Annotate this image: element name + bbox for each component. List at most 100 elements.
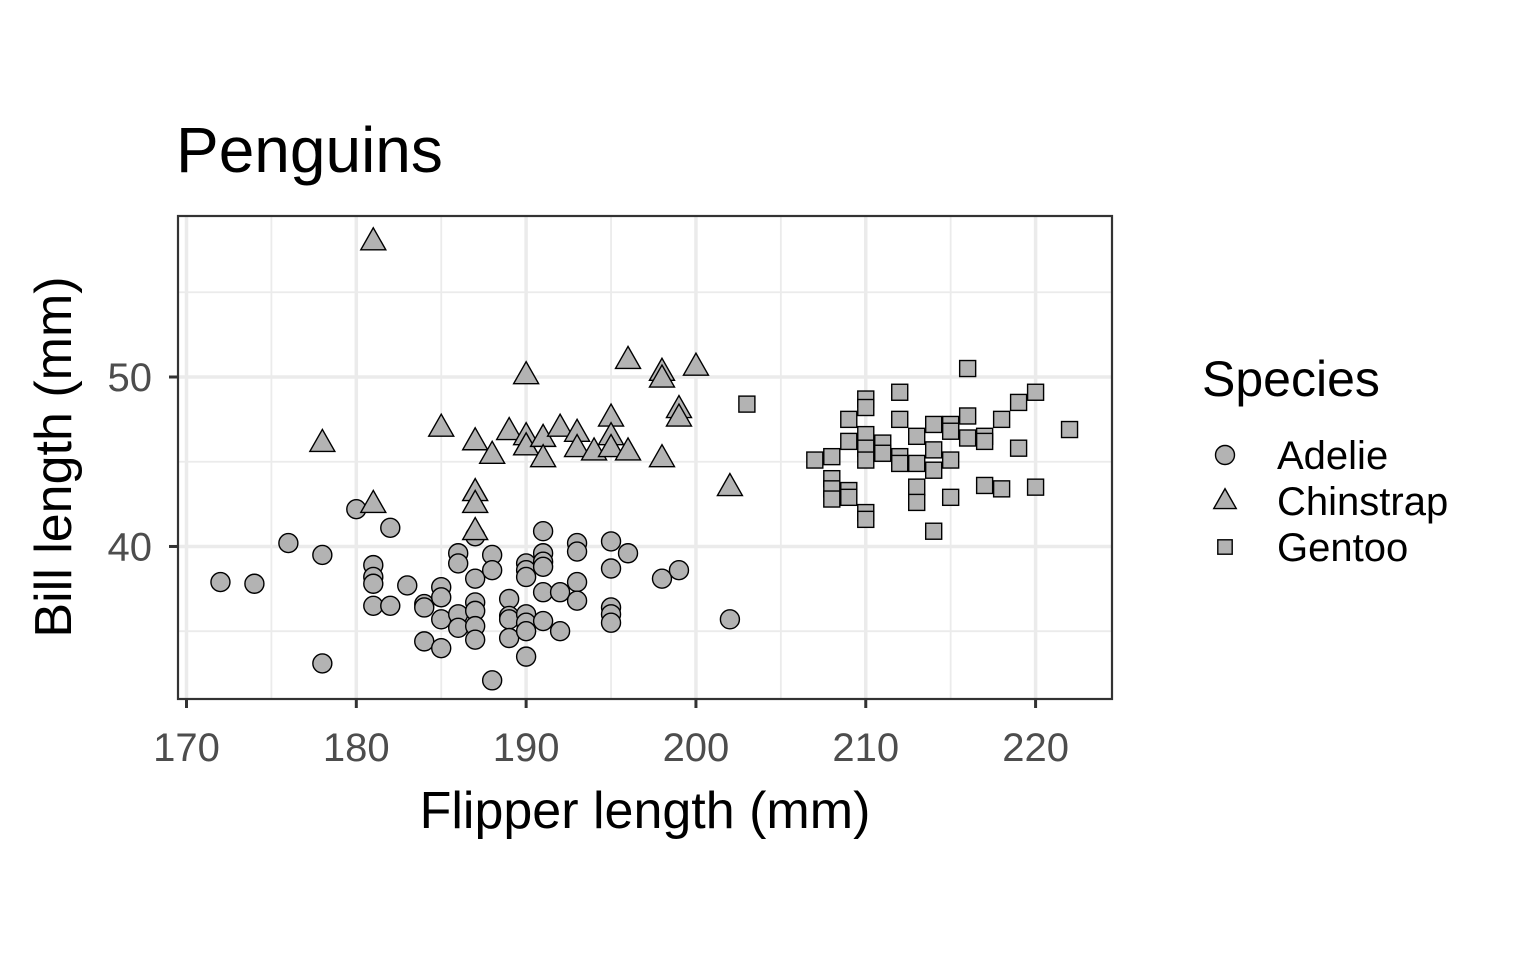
legend-label: Chinstrap — [1277, 480, 1448, 524]
data-point — [719, 609, 741, 630]
data-point — [874, 444, 892, 462]
data-point — [648, 443, 676, 468]
data-point — [1009, 393, 1028, 412]
data-point — [840, 488, 858, 507]
data-point — [563, 433, 591, 458]
data-point — [461, 489, 489, 514]
series-gentoo — [738, 359, 1079, 540]
data-point — [448, 617, 469, 639]
y-tick-label: 50 — [108, 356, 153, 400]
plot-panel — [176, 214, 1114, 701]
data-point — [532, 610, 554, 632]
series-adelie — [210, 498, 741, 691]
data-point — [958, 359, 977, 378]
data-point — [1026, 478, 1045, 496]
data-point — [924, 461, 943, 479]
data-point — [648, 363, 676, 388]
data-point — [924, 522, 943, 540]
data-point — [431, 587, 452, 608]
data-point — [461, 516, 489, 541]
data-point — [651, 568, 673, 589]
x-axis-title: Flipper length (mm) — [420, 782, 871, 840]
data-point — [908, 493, 926, 512]
data-point — [532, 556, 554, 578]
legend-key-adelie — [1214, 444, 1236, 466]
chart-title: Penguins — [176, 114, 443, 186]
data-point — [478, 439, 506, 465]
data-point — [992, 410, 1011, 429]
data-point — [532, 582, 554, 603]
data-point — [566, 541, 588, 562]
data-point — [495, 416, 523, 441]
data-point — [891, 383, 909, 401]
data-point — [941, 488, 960, 507]
data-point — [498, 627, 520, 649]
data-point — [617, 543, 639, 564]
data-point — [614, 344, 642, 370]
data-point — [414, 597, 435, 618]
legend-label: Gentoo — [1277, 526, 1408, 570]
data-point — [806, 451, 824, 469]
data-point — [515, 566, 537, 588]
data-point — [992, 480, 1011, 498]
axis-ticks: 170 180 190 200 210 220 40 50 — [108, 356, 1069, 770]
data-point — [308, 428, 337, 453]
data-point — [682, 351, 710, 376]
data-point — [278, 532, 299, 554]
data-point — [549, 621, 571, 642]
data-point — [312, 653, 333, 674]
data-point — [210, 571, 231, 593]
x-tick-label: 170 — [153, 726, 220, 770]
data-point — [665, 402, 693, 427]
x-tick-label: 200 — [663, 726, 730, 770]
data-point — [924, 415, 943, 434]
data-point — [431, 637, 452, 659]
legend-key-gentoo — [1217, 539, 1233, 555]
data-point — [481, 670, 503, 691]
data-point — [1026, 383, 1045, 401]
data-point — [244, 573, 265, 594]
x-tick-label: 210 — [832, 726, 899, 770]
data-point — [908, 478, 926, 496]
data-point — [857, 398, 875, 417]
data-point — [359, 489, 387, 514]
data-point — [549, 582, 571, 603]
data-point — [908, 427, 926, 446]
data-point — [427, 412, 455, 437]
data-point — [891, 454, 909, 473]
y-axis-title: Bill length (mm) — [25, 276, 83, 637]
data-point — [414, 631, 435, 652]
data-point — [380, 595, 401, 616]
data-point — [597, 433, 625, 458]
data-point — [600, 612, 622, 633]
data-point — [738, 395, 756, 413]
data-point — [1060, 420, 1079, 439]
data-point — [668, 560, 690, 581]
data-point — [908, 454, 926, 473]
data-point — [1009, 439, 1028, 457]
data-point — [546, 412, 574, 437]
data-point — [958, 429, 977, 447]
data-point — [975, 432, 994, 451]
data-point — [823, 490, 841, 508]
data-point — [312, 544, 333, 566]
x-tick-label: 190 — [493, 726, 560, 770]
data-point — [958, 407, 977, 425]
data-point — [380, 517, 401, 539]
x-tick-label: 220 — [1002, 726, 1069, 770]
data-point — [498, 588, 520, 610]
legend-label: Adelie — [1277, 434, 1388, 478]
data-point — [600, 558, 622, 579]
data-point — [515, 646, 537, 667]
data-point — [600, 531, 622, 552]
data-point — [363, 573, 384, 594]
x-tick-label: 180 — [323, 726, 390, 770]
data-point — [566, 590, 588, 611]
data-point — [857, 510, 875, 529]
data-point — [532, 521, 554, 542]
y-tick-label: 40 — [108, 525, 153, 569]
legend-title: Species — [1202, 351, 1380, 407]
